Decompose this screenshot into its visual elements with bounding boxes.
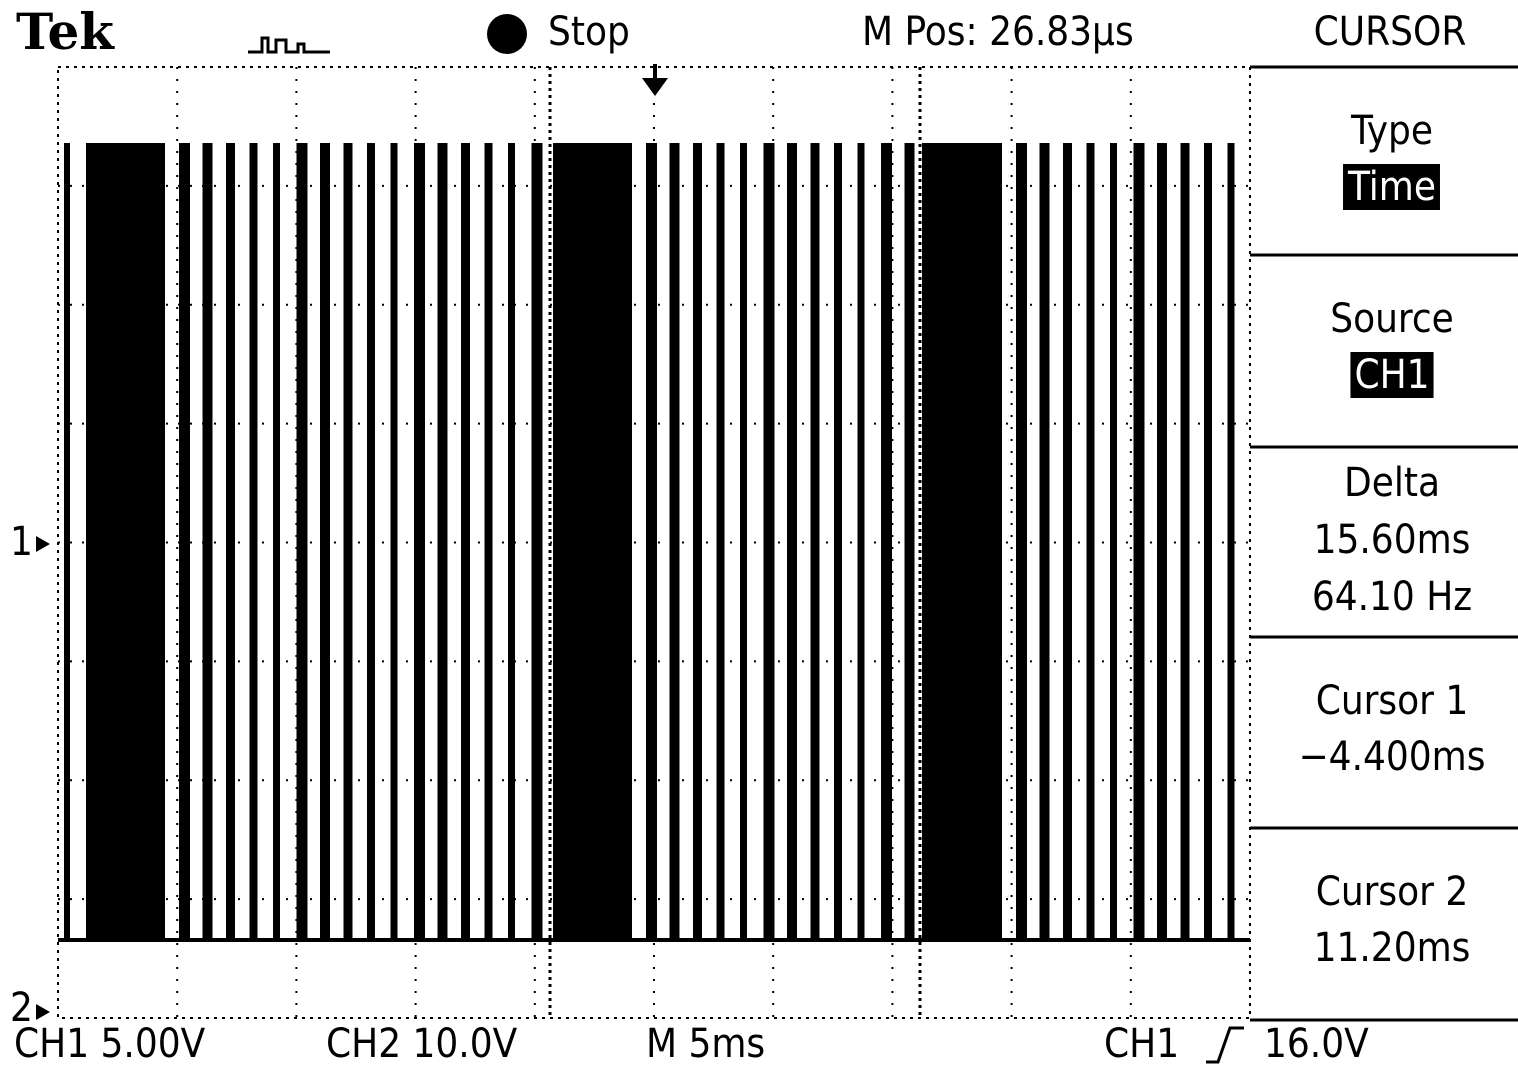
trigger-level: 16.0V	[1264, 1021, 1369, 1067]
pulse	[202, 143, 213, 940]
pulse	[1133, 143, 1145, 940]
pulse	[1204, 143, 1212, 940]
ch1-scale: CH1 5.00V	[14, 1021, 206, 1067]
pulse	[1157, 143, 1167, 940]
pulse	[414, 143, 425, 940]
waveform	[58, 143, 1250, 942]
side-menu: Type Time Source CH1 Delta 15.60ms 64.10 Hz Cur…	[1250, 65, 1518, 1022]
pulse	[64, 143, 70, 940]
run-state: Stop	[548, 9, 630, 55]
burst	[922, 143, 1002, 940]
pulse	[1063, 143, 1072, 940]
pulse	[740, 143, 747, 940]
pulse	[693, 143, 702, 940]
pulse	[437, 143, 448, 940]
pulse	[484, 143, 493, 940]
burst	[553, 143, 632, 940]
brand: Tek	[16, 2, 115, 61]
pulse	[881, 143, 892, 940]
pulse	[904, 143, 915, 940]
pulse	[810, 143, 820, 940]
ch1-marker: 1	[10, 519, 33, 565]
pulse	[763, 143, 775, 940]
trigger-position-marker	[642, 64, 668, 96]
pulse	[1180, 143, 1190, 940]
trigger-slope	[1206, 1026, 1244, 1064]
highlight	[1350, 352, 1434, 398]
menu-value: CH1	[1354, 352, 1429, 398]
timebase: M 5ms	[646, 1021, 765, 1067]
pulse	[320, 143, 330, 940]
pulse	[226, 143, 235, 940]
menu-value: 64.10 Hz	[1312, 574, 1472, 620]
pulse	[1086, 143, 1095, 940]
pulse	[367, 143, 375, 940]
menu-value: Time	[1347, 164, 1436, 210]
pulse	[834, 143, 842, 940]
menu-value: −4.400ms	[1299, 734, 1486, 780]
pulse	[787, 143, 797, 940]
pulse	[857, 143, 865, 940]
trigger-source: CH1	[1104, 1021, 1179, 1067]
menu-label: Delta	[1344, 460, 1440, 506]
pulse	[1110, 143, 1117, 940]
pulse	[249, 143, 258, 940]
pulse	[179, 143, 190, 940]
pulse	[1039, 143, 1050, 940]
acquire-icon	[248, 36, 330, 54]
pulse	[1227, 143, 1235, 940]
pulse	[669, 143, 680, 940]
menu-label: Cursor 1	[1316, 678, 1469, 724]
ch2-arrow	[36, 1004, 50, 1020]
pulse	[273, 143, 280, 940]
burst	[86, 143, 165, 940]
pulse	[1016, 143, 1027, 940]
menu-title: CURSOR	[1314, 9, 1467, 55]
pulse	[296, 143, 308, 940]
menu-label: Cursor 2	[1316, 869, 1469, 915]
highlight	[1343, 164, 1440, 210]
ch2-marker: 2	[10, 985, 33, 1031]
pulse	[531, 143, 543, 940]
menu-value: 11.20ms	[1314, 925, 1471, 971]
menu-value: 15.60ms	[1314, 517, 1471, 563]
ch2-scale: CH2 10.0V	[326, 1021, 518, 1067]
pulse	[716, 143, 725, 940]
pulse	[508, 143, 515, 940]
pulse	[646, 143, 657, 940]
pulse	[343, 143, 353, 940]
menu-label: Type	[1350, 108, 1433, 154]
position: M Pos: 26.83μs	[862, 9, 1134, 55]
state-dot	[487, 14, 527, 54]
pulse	[390, 143, 398, 940]
menu-label: Source	[1330, 296, 1454, 342]
ch1-arrow	[36, 536, 50, 552]
pulse	[461, 143, 470, 940]
